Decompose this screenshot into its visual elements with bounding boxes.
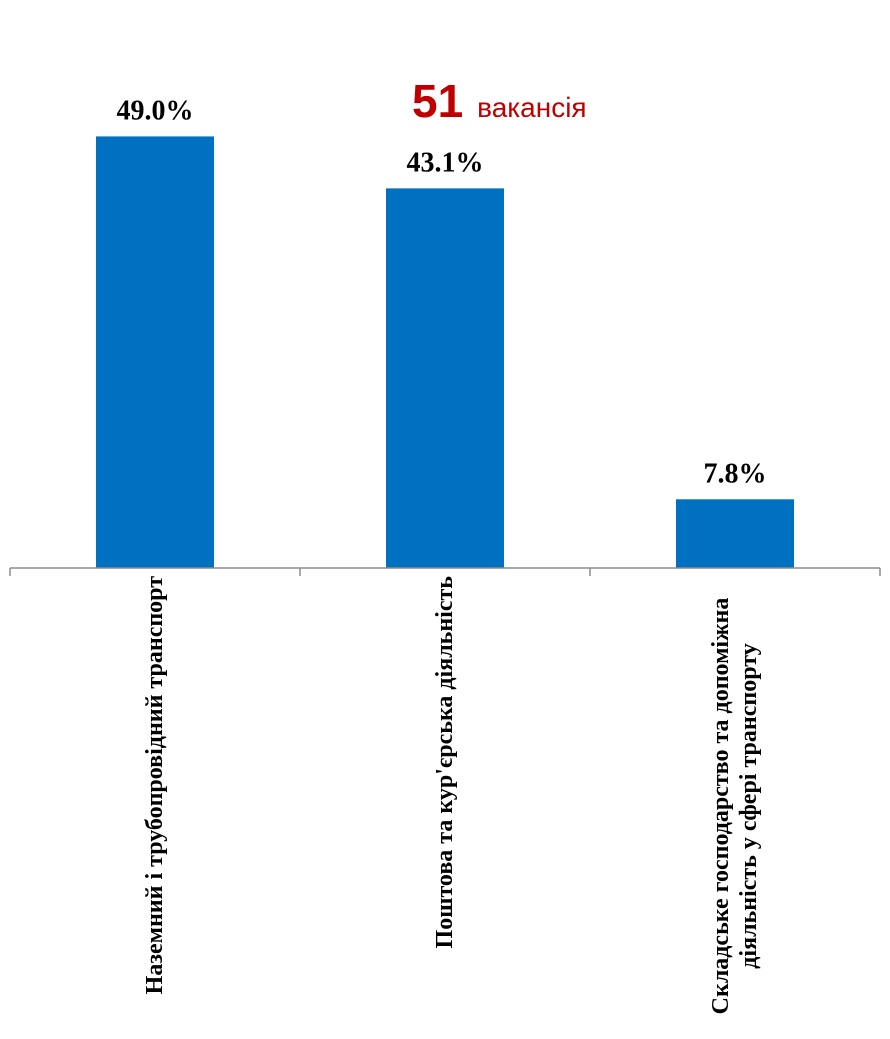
bars-layer: [96, 136, 794, 568]
x-axis-label-1: Наземний і трубопровідний транспорт: [142, 576, 168, 995]
total-vacancies-value: 51: [412, 75, 464, 127]
data-labels-layer: 49.0% 43.1% 7.8%: [117, 95, 767, 489]
x-axis-label-2: Поштова та кур'єрська діяльність: [432, 576, 458, 949]
bar-3: [676, 499, 794, 568]
total-vacancies: 51 вакансія: [412, 74, 672, 134]
data-label-1: 49.0%: [117, 95, 194, 126]
x-axis-label-3: Складське господарство та допоміжна діял…: [708, 597, 762, 1015]
bar-2: [386, 188, 504, 568]
x-axis-ticks: [9, 568, 881, 576]
data-label-3: 7.8%: [704, 458, 767, 489]
bar-1: [96, 136, 214, 568]
data-label-2: 43.1%: [407, 147, 484, 178]
total-vacancies-label: вакансія: [477, 92, 587, 123]
